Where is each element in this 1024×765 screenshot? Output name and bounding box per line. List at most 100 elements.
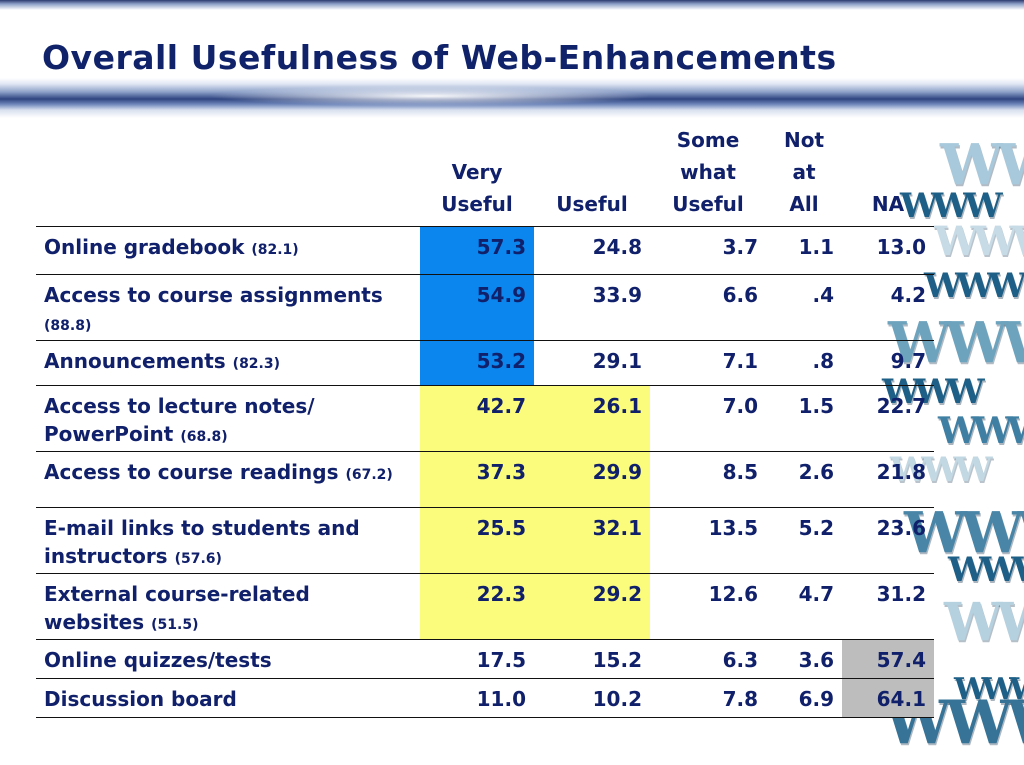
- row-label-text: Announcements: [44, 349, 226, 373]
- cell-not-at-all: 6.9: [766, 678, 842, 718]
- cell-useful: 10.2: [534, 678, 650, 718]
- cell-very-useful: 25.5: [420, 507, 534, 574]
- column-header-not-at-all: Not at All: [766, 124, 842, 227]
- column-header-line: what: [680, 160, 736, 184]
- table-row: Access to lecture notes/ PowerPoint (68.…: [36, 385, 934, 452]
- cell-useful: 24.8: [534, 226, 650, 275]
- row-usage-percent: (57.6): [174, 551, 222, 567]
- row-label: External course-related websites (51.5): [36, 573, 420, 640]
- row-label-text: Access to lecture notes/ PowerPoint: [44, 394, 315, 446]
- cell-somewhat-useful: 7.8: [650, 678, 766, 718]
- table-row: Discussion board 11.0 10.2 7.8 6.9 64.1: [36, 678, 934, 718]
- column-header-useful: Useful: [534, 124, 650, 227]
- cell-na: 31.2: [842, 573, 934, 640]
- table-row: Online quizzes/tests 17.5 15.2 6.3 3.6 57.4: [36, 639, 934, 679]
- cell-not-at-all: 5.2: [766, 507, 842, 574]
- cell-very-useful: 53.2: [420, 340, 534, 386]
- cell-somewhat-useful: 7.1: [650, 340, 766, 386]
- cell-very-useful: 22.3: [420, 573, 534, 640]
- cell-very-useful: 17.5: [420, 639, 534, 679]
- www-glyph: WWW: [900, 186, 1003, 226]
- cell-very-useful: 11.0: [420, 678, 534, 718]
- column-header-line: Useful: [441, 192, 513, 216]
- cell-not-at-all: 1.5: [766, 385, 842, 452]
- cell-na: 23.6: [842, 507, 934, 574]
- cell-somewhat-useful: 13.5: [650, 507, 766, 574]
- row-label: Online quizzes/tests: [36, 639, 420, 679]
- cell-na: 57.4: [842, 639, 934, 679]
- column-header-somewhat-useful: Some what Useful: [650, 124, 766, 227]
- www-glyph: WWW: [934, 218, 1024, 265]
- cell-somewhat-useful: 12.6: [650, 573, 766, 640]
- row-usage-percent: (68.8): [180, 429, 228, 445]
- cell-na: 22.7: [842, 385, 934, 452]
- cell-useful: 29.9: [534, 451, 650, 508]
- cell-somewhat-useful: 6.6: [650, 274, 766, 341]
- row-label-text: Discussion board: [44, 687, 237, 711]
- table-body: Online gradebook (82.1) 57.3 24.8 3.7 1.1 13.…: [36, 226, 934, 718]
- table-row: External course-related websites (51.5) 2…: [36, 573, 934, 640]
- www-glyph: WWW: [924, 266, 1024, 306]
- row-usage-percent: (51.5): [151, 617, 199, 633]
- www-glyph: WWW: [954, 672, 1024, 707]
- www-decoration: WWWWWWWWWWWWWWWWWWWWWWWWWWWWWWWWWWWWWWW: [878, 120, 1024, 765]
- cell-na: 13.0: [842, 226, 934, 275]
- cell-somewhat-useful: 6.3: [650, 639, 766, 679]
- cell-very-useful: 54.9: [420, 274, 534, 341]
- row-label-text: E-mail links to students and instructors: [44, 516, 360, 568]
- cell-na: 21.8: [842, 451, 934, 508]
- row-usage-percent: (82.1): [251, 242, 299, 258]
- cell-useful: 29.2: [534, 573, 650, 640]
- cell-na: 9.7: [842, 340, 934, 386]
- cell-very-useful: 57.3: [420, 226, 534, 275]
- cell-useful: 15.2: [534, 639, 650, 679]
- cell-na: 64.1: [842, 678, 934, 718]
- row-label-text: Online quizzes/tests: [44, 648, 272, 672]
- column-header-line: Not: [783, 128, 825, 152]
- cell-na: 4.2: [842, 274, 934, 341]
- cell-useful: 29.1: [534, 340, 650, 386]
- row-label: Discussion board: [36, 678, 420, 718]
- row-label-text: External course-related websites: [44, 582, 310, 634]
- table-row: Online gradebook (82.1) 57.3 24.8 3.7 1.1 13.…: [36, 226, 934, 275]
- cell-not-at-all: 2.6: [766, 451, 842, 508]
- cell-somewhat-useful: 7.0: [650, 385, 766, 452]
- column-header-na: NA: [842, 124, 934, 227]
- cell-somewhat-useful: 8.5: [650, 451, 766, 508]
- header-blank: [36, 124, 420, 227]
- table-row: Access to course readings (67.2) 37.3 29.9…: [36, 451, 934, 508]
- column-header-line: Useful: [672, 192, 744, 216]
- www-glyph: WWW: [938, 410, 1024, 452]
- column-header-line: Some: [676, 128, 740, 152]
- slide-title: Overall Usefulness of Web-Enhancements: [42, 38, 837, 77]
- cell-not-at-all: .8: [766, 340, 842, 386]
- header-row: Very Useful Useful Some what Useful Not at All NA: [36, 124, 934, 227]
- column-header-line: at: [792, 160, 816, 184]
- table-row: E-mail links to students and instructors…: [36, 507, 934, 574]
- row-label-text: Online gradebook: [44, 235, 245, 259]
- www-glyph: WWW: [940, 132, 1024, 198]
- row-usage-percent: (82.3): [232, 356, 281, 372]
- row-label: Access to course assignments (88.8): [36, 274, 420, 341]
- column-header-very-useful: Very Useful: [420, 124, 534, 227]
- row-usage-percent: (67.2): [345, 467, 393, 483]
- cell-useful: 32.1: [534, 507, 650, 574]
- cell-very-useful: 37.3: [420, 451, 534, 508]
- www-glyph: WWW: [948, 550, 1024, 590]
- cell-useful: 33.9: [534, 274, 650, 341]
- row-label: Online gradebook (82.1): [36, 226, 420, 275]
- cell-not-at-all: 1.1: [766, 226, 842, 275]
- row-label: Access to course readings (67.2): [36, 451, 420, 508]
- row-label-text: Access to course assignments: [44, 283, 383, 307]
- row-label: E-mail links to students and instructors…: [36, 507, 420, 574]
- cell-very-useful: 42.7: [420, 385, 534, 452]
- column-header-line: All: [789, 192, 819, 216]
- banner-glow: [0, 84, 1024, 108]
- cell-not-at-all: 3.6: [766, 639, 842, 679]
- cell-useful: 26.1: [534, 385, 650, 452]
- row-label: Announcements (82.3): [36, 340, 420, 386]
- www-glyph: WWW: [944, 592, 1024, 653]
- row-label-text: Access to course readings: [44, 460, 339, 484]
- column-header-line: Very: [451, 160, 503, 184]
- usefulness-table: Very Useful Useful Some what Useful Not at All NA…: [36, 124, 934, 718]
